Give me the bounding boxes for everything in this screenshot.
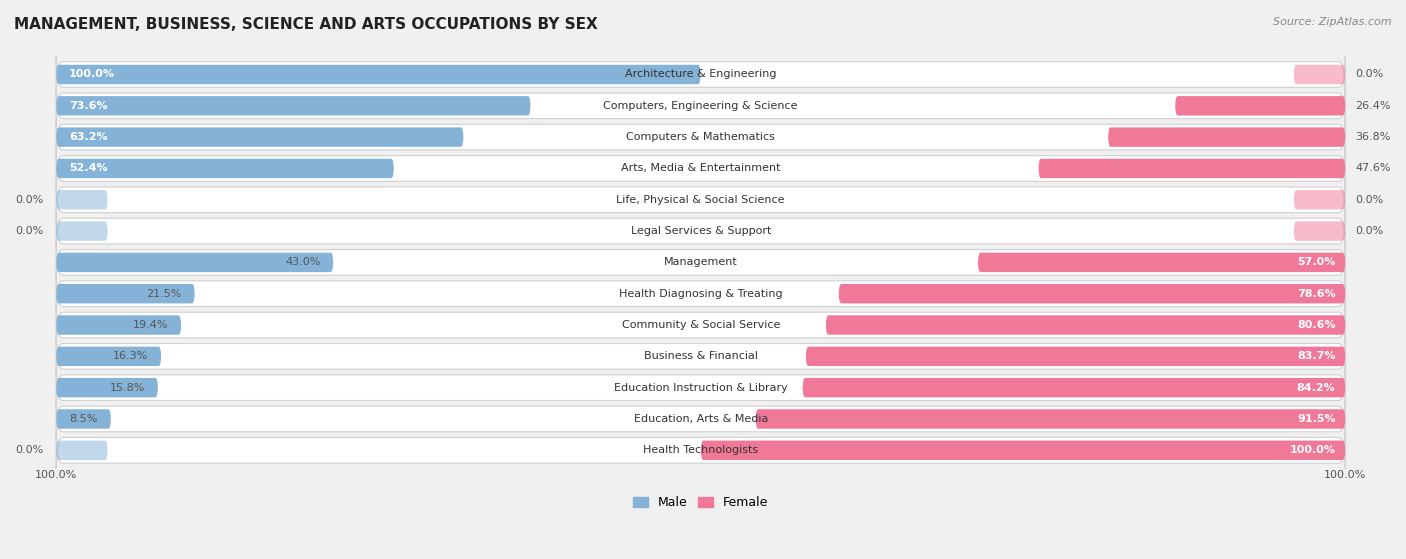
Text: 100.0%: 100.0% [69, 69, 115, 79]
FancyBboxPatch shape [56, 347, 162, 366]
Text: Education Instruction & Library: Education Instruction & Library [614, 383, 787, 392]
Text: Management: Management [664, 257, 738, 267]
Text: Health Technologists: Health Technologists [643, 446, 758, 455]
Text: Arts, Media & Entertainment: Arts, Media & Entertainment [621, 163, 780, 173]
FancyBboxPatch shape [56, 212, 1346, 249]
FancyBboxPatch shape [1294, 65, 1346, 84]
FancyBboxPatch shape [56, 432, 1346, 469]
Legend: Male, Female: Male, Female [628, 491, 773, 514]
Text: 26.4%: 26.4% [1355, 101, 1391, 111]
FancyBboxPatch shape [1108, 127, 1346, 147]
Text: 43.0%: 43.0% [285, 257, 321, 267]
FancyBboxPatch shape [56, 96, 530, 116]
FancyBboxPatch shape [1039, 159, 1346, 178]
FancyBboxPatch shape [979, 253, 1346, 272]
Text: 0.0%: 0.0% [1355, 69, 1384, 79]
Text: 8.5%: 8.5% [70, 414, 98, 424]
Text: 83.7%: 83.7% [1298, 352, 1336, 361]
Text: 80.6%: 80.6% [1296, 320, 1336, 330]
FancyBboxPatch shape [825, 315, 1346, 335]
FancyBboxPatch shape [1294, 221, 1346, 241]
FancyBboxPatch shape [56, 409, 111, 429]
FancyBboxPatch shape [56, 56, 1346, 93]
FancyBboxPatch shape [56, 159, 394, 178]
FancyBboxPatch shape [806, 347, 1346, 366]
Text: 100.0%: 100.0% [35, 470, 77, 480]
Text: 100.0%: 100.0% [1324, 470, 1367, 480]
FancyBboxPatch shape [56, 400, 1346, 438]
FancyBboxPatch shape [56, 306, 1346, 343]
Text: Community & Social Service: Community & Social Service [621, 320, 780, 330]
FancyBboxPatch shape [56, 244, 1346, 281]
Text: 47.6%: 47.6% [1355, 163, 1391, 173]
Text: 78.6%: 78.6% [1296, 288, 1336, 299]
FancyBboxPatch shape [56, 65, 700, 84]
Text: Computers, Engineering & Science: Computers, Engineering & Science [603, 101, 799, 111]
Text: MANAGEMENT, BUSINESS, SCIENCE AND ARTS OCCUPATIONS BY SEX: MANAGEMENT, BUSINESS, SCIENCE AND ARTS O… [14, 17, 598, 32]
Text: 36.8%: 36.8% [1355, 132, 1391, 142]
Text: 0.0%: 0.0% [15, 195, 44, 205]
FancyBboxPatch shape [56, 369, 1346, 406]
Text: Education, Arts & Media: Education, Arts & Media [634, 414, 768, 424]
Text: 0.0%: 0.0% [1355, 195, 1384, 205]
FancyBboxPatch shape [56, 284, 194, 304]
Text: 84.2%: 84.2% [1296, 383, 1336, 392]
Text: 0.0%: 0.0% [1355, 226, 1384, 236]
Text: 16.3%: 16.3% [112, 352, 148, 361]
FancyBboxPatch shape [56, 150, 1346, 187]
Text: Business & Financial: Business & Financial [644, 352, 758, 361]
FancyBboxPatch shape [56, 190, 108, 210]
Text: 52.4%: 52.4% [69, 163, 108, 173]
Text: Source: ZipAtlas.com: Source: ZipAtlas.com [1274, 17, 1392, 27]
FancyBboxPatch shape [56, 181, 1346, 218]
Text: 19.4%: 19.4% [132, 320, 169, 330]
Text: 57.0%: 57.0% [1298, 257, 1336, 267]
FancyBboxPatch shape [56, 127, 464, 147]
FancyBboxPatch shape [838, 284, 1346, 304]
FancyBboxPatch shape [700, 440, 1346, 460]
Text: Computers & Mathematics: Computers & Mathematics [626, 132, 775, 142]
FancyBboxPatch shape [755, 409, 1346, 429]
FancyBboxPatch shape [56, 440, 108, 460]
FancyBboxPatch shape [56, 87, 1346, 124]
FancyBboxPatch shape [56, 338, 1346, 375]
Text: Legal Services & Support: Legal Services & Support [630, 226, 770, 236]
FancyBboxPatch shape [56, 275, 1346, 312]
Text: 91.5%: 91.5% [1296, 414, 1336, 424]
Text: 0.0%: 0.0% [15, 226, 44, 236]
FancyBboxPatch shape [56, 221, 108, 241]
Text: 0.0%: 0.0% [15, 446, 44, 455]
Text: 100.0%: 100.0% [1289, 446, 1336, 455]
Text: Life, Physical & Social Science: Life, Physical & Social Science [616, 195, 785, 205]
FancyBboxPatch shape [1175, 96, 1346, 116]
Text: Architecture & Engineering: Architecture & Engineering [624, 69, 776, 79]
Text: 63.2%: 63.2% [69, 132, 108, 142]
Text: 15.8%: 15.8% [110, 383, 145, 392]
FancyBboxPatch shape [803, 378, 1346, 397]
Text: 21.5%: 21.5% [146, 288, 181, 299]
Text: 73.6%: 73.6% [69, 101, 108, 111]
FancyBboxPatch shape [56, 119, 1346, 155]
FancyBboxPatch shape [1294, 190, 1346, 210]
FancyBboxPatch shape [56, 315, 181, 335]
Text: Health Diagnosing & Treating: Health Diagnosing & Treating [619, 288, 783, 299]
FancyBboxPatch shape [56, 378, 157, 397]
FancyBboxPatch shape [56, 253, 333, 272]
